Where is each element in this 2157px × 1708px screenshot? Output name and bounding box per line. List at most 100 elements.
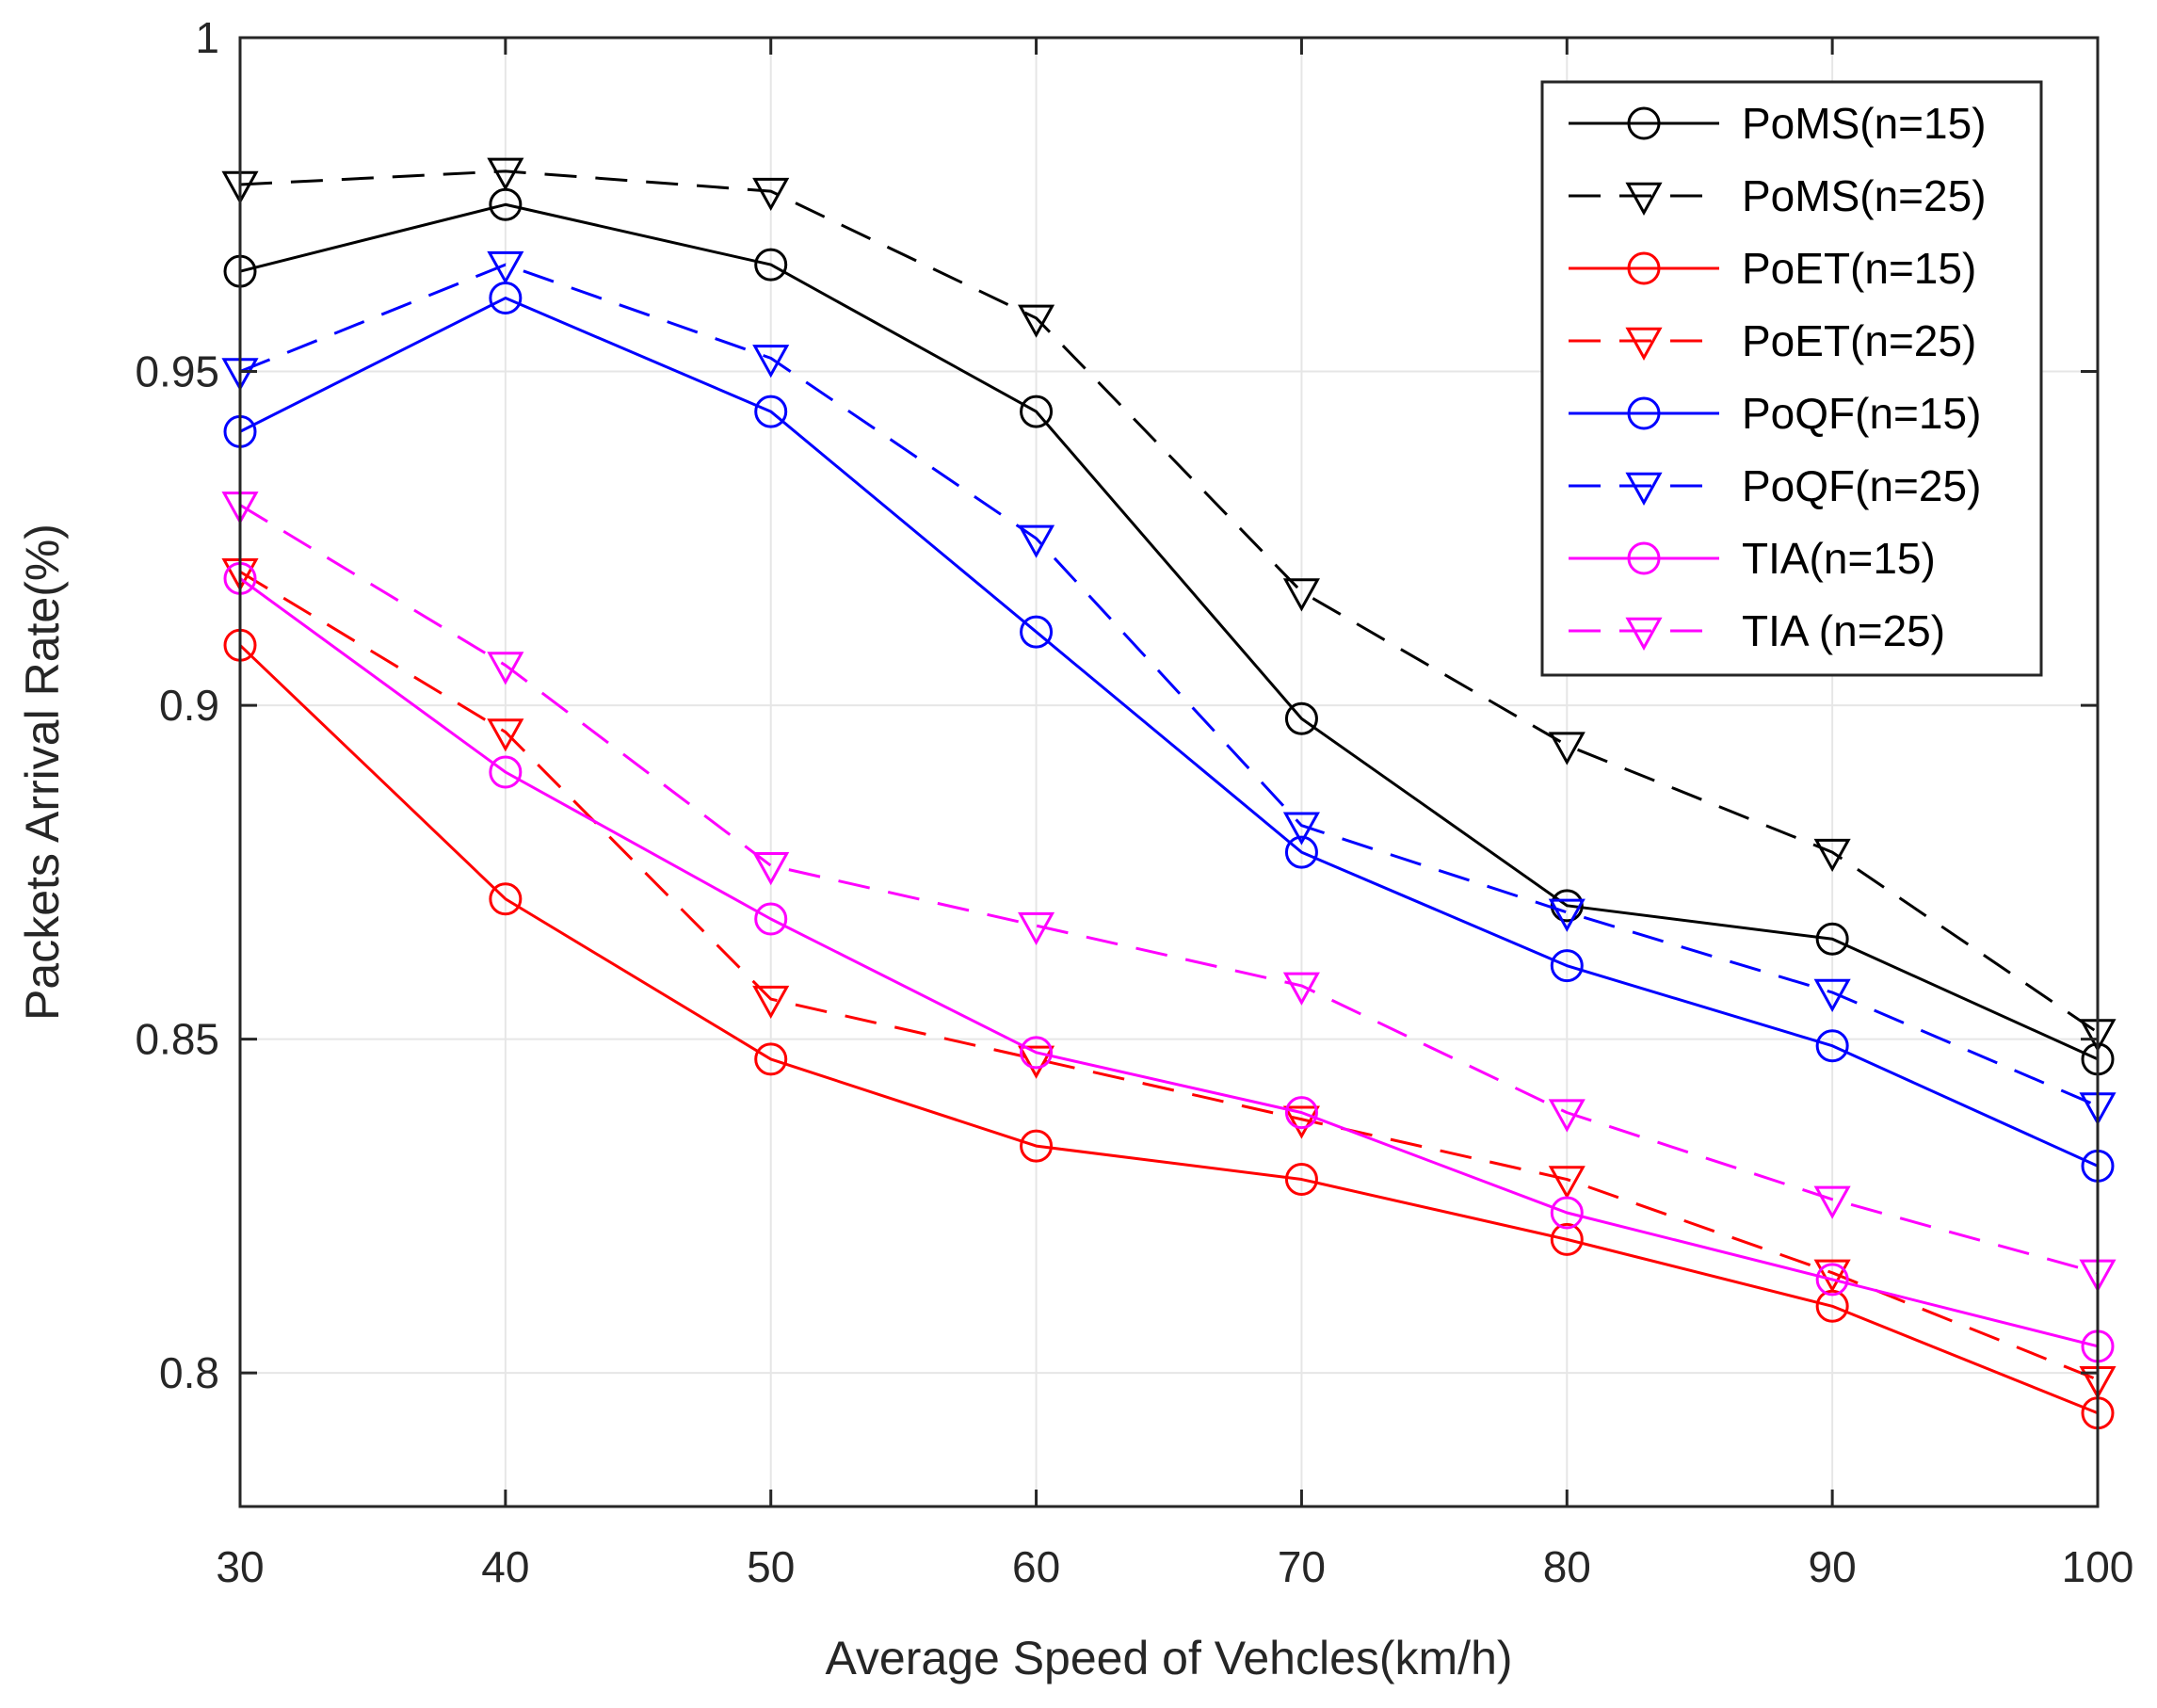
data-point (1548, 732, 1586, 765)
data-point (1282, 812, 1320, 846)
data-point (1548, 1166, 1586, 1200)
series-1 (221, 157, 2117, 1053)
data-point (754, 395, 788, 428)
data-point (1815, 1029, 1849, 1063)
x-tick-label: 80 (1543, 1542, 1591, 1591)
data-point (1018, 304, 1055, 338)
axis-ticks: 30 40 50 60 70 80 90 100 0.8 0.85 0.9 0.95 1 (135, 13, 2133, 1591)
legend-marker (1625, 327, 1663, 361)
x-tick-label: 60 (1012, 1542, 1060, 1591)
data-point (752, 345, 790, 379)
y-tick-label: 0.85 (135, 1015, 219, 1064)
legend-box (1540, 80, 2043, 677)
x-tick-label: 30 (216, 1542, 264, 1591)
data-point (1284, 701, 1318, 735)
data-point (1815, 1263, 1849, 1297)
data-point (1813, 1185, 1851, 1219)
x-tick-label: 90 (1809, 1542, 1857, 1591)
legend-item: PoQF(n=25) (1569, 461, 1981, 510)
legend-label: PoQF(n=15) (1742, 389, 1981, 438)
data-point (487, 250, 524, 285)
data-point (1550, 1196, 1584, 1230)
series-line (239, 202, 2099, 1061)
legend-item: TIA (n=25) (1569, 606, 1945, 655)
series-7 (221, 491, 2117, 1293)
series-line (239, 297, 2099, 1168)
series-line (238, 644, 2099, 1415)
data-point (1548, 898, 1586, 932)
data-point (1550, 889, 1584, 923)
data-point (487, 652, 524, 685)
y-axis-label: Packets Arrival Rate(%) (16, 524, 69, 1021)
data-point (1548, 1099, 1586, 1133)
y-tick-label: 1 (195, 13, 219, 62)
y-tick-label: 0.95 (135, 347, 219, 396)
data-point (754, 248, 788, 282)
legend-item: PoET(n=25) (1569, 316, 1976, 365)
data-point (489, 755, 523, 789)
series-line (239, 504, 2099, 1275)
data-point (1282, 1105, 1320, 1139)
series-layer (221, 157, 2117, 1430)
data-point (1020, 1036, 1054, 1070)
legend-marker (1627, 541, 1661, 575)
data-point (1284, 1096, 1318, 1130)
series-line (239, 169, 2099, 1034)
x-tick-label: 40 (481, 1542, 529, 1591)
data-point (752, 985, 790, 1020)
legend-item: TIA(n=15) (1569, 534, 1936, 583)
data-point (1018, 911, 1055, 946)
legend-marker (1627, 396, 1661, 430)
data-point (1813, 978, 1851, 1012)
legend-item: PoMS(n=25) (1569, 171, 1987, 220)
x-tick-label: 100 (2062, 1542, 2134, 1591)
legend-marker (1625, 182, 1663, 216)
x-tick-label: 70 (1278, 1542, 1326, 1591)
data-point (1018, 524, 1055, 558)
legend-marker (1627, 106, 1661, 140)
data-point (1020, 615, 1054, 649)
data-point (1282, 578, 1320, 612)
series-line (239, 570, 2099, 1381)
series-line (239, 577, 2099, 1348)
legend-label: PoET(n=15) (1742, 244, 1976, 293)
data-point (1284, 835, 1318, 869)
series-2 (223, 628, 2115, 1430)
data-point (1282, 972, 1320, 1006)
data-point (1815, 922, 1849, 956)
legend-label: TIA (n=25) (1742, 606, 1945, 655)
y-tick-label: 0.9 (159, 681, 219, 730)
data-point (487, 157, 524, 191)
data-point (487, 718, 524, 752)
legend-label: TIA(n=15) (1742, 534, 1936, 583)
x-tick-label: 50 (747, 1542, 795, 1591)
data-point (754, 902, 788, 936)
x-axis-label: Average Speed of Vehcles(km/h) (825, 1632, 1512, 1684)
legend-marker (1625, 617, 1663, 651)
legend-label: PoQF(n=25) (1742, 461, 1981, 510)
data-point (1550, 1222, 1584, 1256)
legend-marker (1625, 472, 1663, 506)
data-point (1020, 395, 1054, 428)
data-point (489, 882, 523, 916)
data-point (754, 1042, 788, 1076)
plot-frame (238, 36, 2100, 1508)
data-point (1284, 1163, 1318, 1197)
y-tick-label: 0.8 (159, 1348, 219, 1397)
data-point (1020, 1129, 1054, 1163)
legend-item: PoMS(n=15) (1569, 99, 1987, 148)
legend-label: PoET(n=25) (1742, 316, 1976, 365)
legend-item: PoQF(n=15) (1569, 389, 1981, 438)
data-point (1018, 1045, 1055, 1079)
data-point (1550, 949, 1584, 983)
series-line (239, 263, 2099, 1107)
data-point (1813, 1259, 1851, 1293)
data-point (752, 852, 790, 886)
legend-label: PoMS(n=25) (1742, 171, 1987, 220)
legend-label: PoMS(n=15) (1742, 99, 1987, 148)
data-point (752, 177, 790, 212)
legend: PoMS(n=15) PoMS(n=25) PoET(n=15) PoET(n=25)… (1540, 80, 2043, 677)
legend-marker (1627, 251, 1661, 285)
data-point (1813, 838, 1851, 873)
